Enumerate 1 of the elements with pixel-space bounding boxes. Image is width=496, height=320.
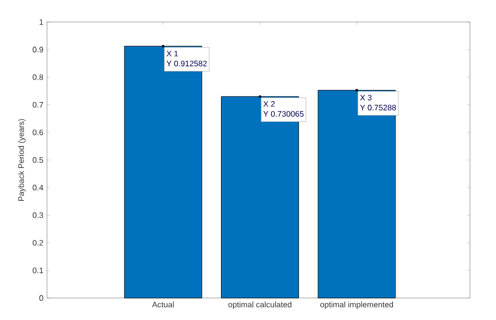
- bar: [318, 90, 396, 298]
